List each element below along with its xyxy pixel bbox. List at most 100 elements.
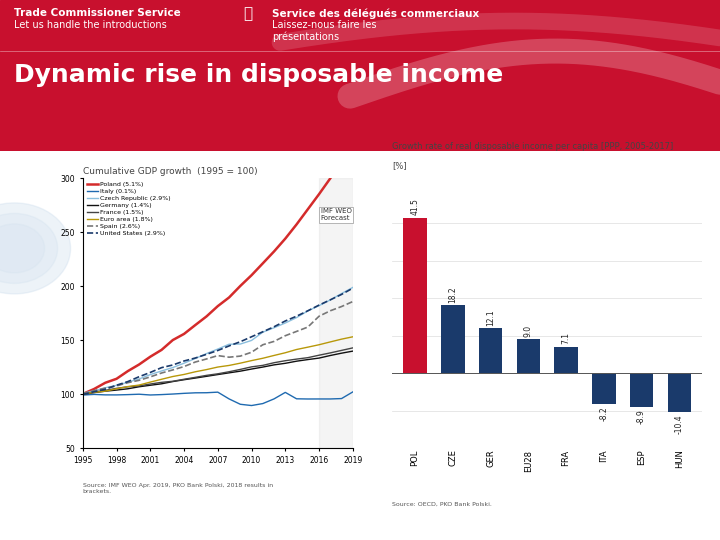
Poland (5.1%) [270, 248, 279, 255]
France (1.5%) [315, 352, 323, 359]
Poland (5.1%) [258, 260, 267, 267]
Euro area (1.8%) [292, 346, 301, 353]
Text: 18.2: 18.2 [449, 286, 457, 303]
Czech Republic (2.9%) [292, 314, 301, 321]
France (1.5%) [157, 379, 166, 386]
Italy (0.1%) [180, 390, 189, 396]
Text: Source: OECD, PKO Bank Polski.: Source: OECD, PKO Bank Polski. [392, 502, 492, 507]
Italy (0.1%) [123, 392, 132, 398]
Text: -8.9: -8.9 [637, 409, 646, 423]
United States (2.9%) [225, 343, 233, 349]
Poland (5.1%) [146, 354, 155, 360]
Germany (1.4%) [135, 383, 143, 390]
Spain (2.6%) [213, 352, 222, 359]
Bar [592, 373, 616, 404]
Spain (2.6%) [112, 383, 121, 389]
Line: France (1.5%): France (1.5%) [83, 348, 353, 394]
United States (2.9%) [348, 285, 357, 292]
Line: Poland (5.1%): Poland (5.1%) [83, 145, 353, 394]
Bar [667, 373, 691, 412]
Poland (5.1%) [112, 375, 121, 382]
Czech Republic (2.9%) [270, 325, 279, 331]
Italy (0.1%) [292, 396, 301, 402]
Euro area (1.8%) [258, 355, 267, 361]
Euro area (1.8%) [202, 366, 211, 373]
Czech Republic (2.9%) [247, 337, 256, 343]
France (1.5%) [348, 345, 357, 351]
Spain (2.6%) [315, 313, 323, 320]
Czech Republic (2.9%) [146, 372, 155, 378]
United States (2.9%) [123, 379, 132, 385]
Euro area (1.8%) [337, 336, 346, 342]
Text: 7.1: 7.1 [562, 332, 570, 345]
France (1.5%) [191, 374, 199, 381]
Czech Republic (2.9%) [281, 320, 289, 326]
Euro area (1.8%) [315, 341, 323, 348]
Euro area (1.8%) [225, 362, 233, 369]
France (1.5%) [202, 372, 211, 379]
Text: 12.1: 12.1 [486, 309, 495, 326]
Germany (1.4%) [326, 352, 335, 359]
Germany (1.4%) [202, 373, 211, 380]
Czech Republic (2.9%) [315, 302, 323, 309]
Poland (5.1%) [292, 221, 301, 228]
Poland (5.1%) [180, 330, 189, 337]
Germany (1.4%) [348, 348, 357, 354]
Spain (2.6%) [270, 338, 279, 345]
Bar [319, 178, 353, 448]
United States (2.9%) [135, 374, 143, 380]
Italy (0.1%) [135, 391, 143, 397]
Germany (1.4%) [90, 389, 99, 396]
Czech Republic (2.9%) [236, 341, 245, 347]
Spain (2.6%) [90, 387, 99, 394]
United States (2.9%) [326, 296, 335, 303]
France (1.5%) [326, 350, 335, 356]
Poland (5.1%) [157, 347, 166, 353]
Spain (2.6%) [225, 354, 233, 360]
Italy (0.1%) [78, 392, 87, 399]
Text: Source: IMF WEO Apr. 2019, PKO Bank Polski, 2018 results in
brackets.: Source: IMF WEO Apr. 2019, PKO Bank Pols… [83, 483, 273, 494]
Line: Italy (0.1%): Italy (0.1%) [83, 392, 353, 406]
Germany (1.4%) [191, 375, 199, 381]
Germany (1.4%) [270, 362, 279, 368]
Spain (2.6%) [168, 367, 177, 373]
Italy (0.1%) [191, 389, 199, 396]
France (1.5%) [337, 347, 346, 354]
Germany (1.4%) [78, 391, 87, 397]
France (1.5%) [180, 376, 189, 382]
Italy (0.1%) [281, 389, 289, 396]
Text: Service des délégués commerciaux: Service des délégués commerciaux [272, 8, 480, 18]
United States (2.9%) [191, 355, 199, 361]
Poland (5.1%) [303, 206, 312, 213]
Italy (0.1%) [236, 401, 245, 408]
Ellipse shape [0, 213, 58, 284]
United States (2.9%) [315, 302, 323, 308]
France (1.5%) [247, 363, 256, 370]
Poland (5.1%) [213, 303, 222, 309]
France (1.5%) [236, 366, 245, 373]
Text: [%]: [%] [392, 161, 407, 170]
Ellipse shape [0, 203, 71, 294]
Spain (2.6%) [180, 363, 189, 370]
Spain (2.6%) [303, 324, 312, 330]
Germany (1.4%) [225, 369, 233, 376]
Euro area (1.8%) [90, 389, 99, 396]
United States (2.9%) [112, 382, 121, 388]
Czech Republic (2.9%) [123, 379, 132, 386]
Italy (0.1%) [213, 389, 222, 395]
Line: Spain (2.6%): Spain (2.6%) [83, 301, 353, 394]
France (1.5%) [225, 368, 233, 375]
Text: 9.0: 9.0 [524, 325, 533, 337]
Czech Republic (2.9%) [157, 368, 166, 374]
Italy (0.1%) [202, 389, 211, 396]
Text: Cumulative GDP growth  (1995 = 100): Cumulative GDP growth (1995 = 100) [83, 167, 258, 176]
Euro area (1.8%) [213, 364, 222, 370]
Spain (2.6%) [292, 328, 301, 335]
Czech Republic (2.9%) [213, 346, 222, 352]
Poland (5.1%) [247, 272, 256, 279]
Italy (0.1%) [303, 396, 312, 402]
France (1.5%) [270, 360, 279, 366]
Euro area (1.8%) [157, 376, 166, 382]
Text: -10.4: -10.4 [675, 415, 684, 434]
Poland (5.1%) [78, 391, 87, 397]
